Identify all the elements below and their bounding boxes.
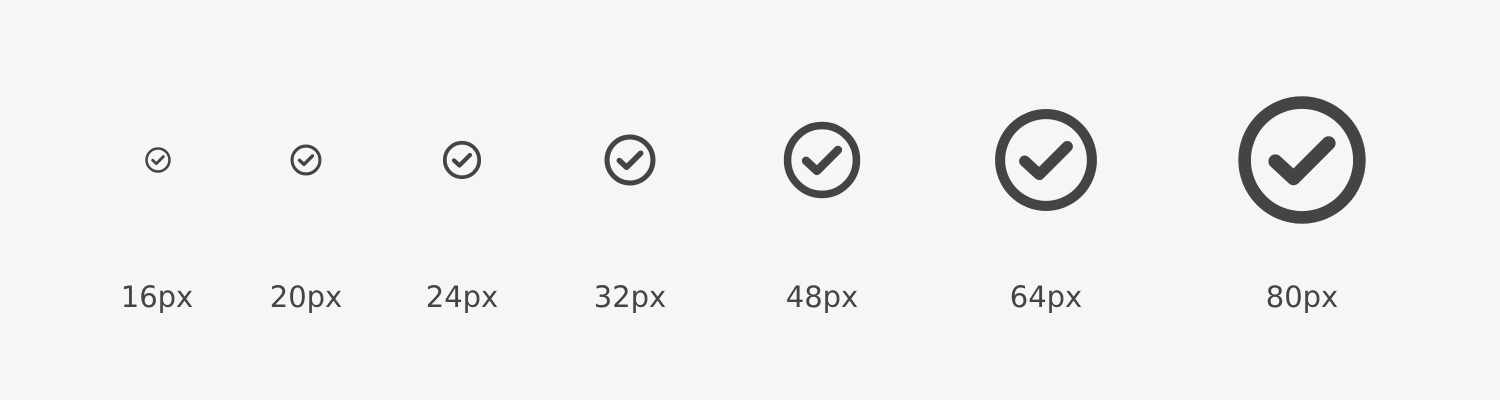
size-label-48: 48px: [785, 280, 859, 314]
check-circle-icon: [144, 146, 172, 174]
check-circle-icon: [289, 143, 323, 177]
size-label-80: 80px: [1265, 280, 1339, 314]
size-label-32: 32px: [593, 280, 667, 314]
check-circle-icon: [1232, 90, 1372, 230]
size-label-64: 64px: [1009, 280, 1083, 314]
check-circle-icon: [441, 139, 483, 181]
check-circle-icon: [602, 132, 658, 188]
check-circle-icon: [990, 104, 1102, 216]
size-label-20: 20px: [269, 280, 343, 314]
size-label-16: 16px: [120, 280, 194, 314]
check-circle-icon: [780, 118, 864, 202]
size-label-24: 24px: [425, 280, 499, 314]
